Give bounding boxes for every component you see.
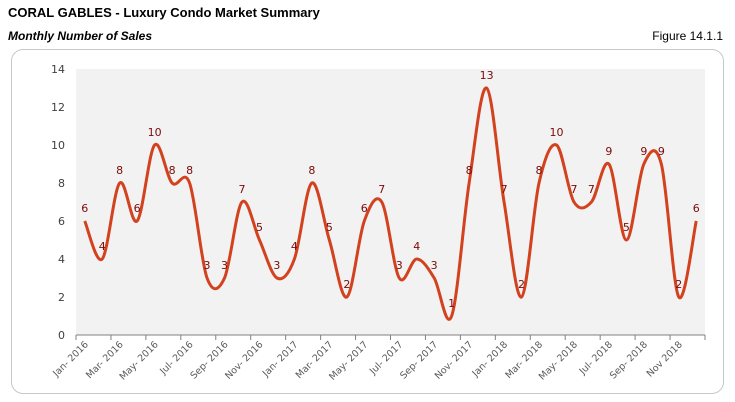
figure-number: Figure 14.1.1 [652, 29, 723, 43]
data-label: 3 [204, 259, 211, 272]
y-tick-label: 6 [58, 215, 65, 228]
data-label: 3 [273, 259, 280, 272]
data-label: 8 [536, 164, 543, 177]
data-label: 6 [361, 202, 368, 215]
data-label: 4 [413, 240, 420, 253]
x-tick-label: Nov- 2017 [433, 339, 475, 381]
report-title: CORAL GABLES - Luxury Condo Market Summa… [8, 5, 320, 20]
y-tick-label: 0 [58, 329, 65, 342]
chart-subtitle: Monthly Number of Sales [8, 29, 153, 43]
data-label: 13 [480, 69, 494, 82]
data-label: 8 [466, 164, 473, 177]
data-label: 10 [148, 126, 162, 139]
data-label: 5 [623, 221, 630, 234]
data-label: 8 [308, 164, 315, 177]
data-label: 4 [291, 240, 298, 253]
data-label: 6 [693, 202, 700, 215]
data-label: 10 [549, 126, 563, 139]
data-label: 2 [518, 278, 525, 291]
data-label: 3 [221, 259, 228, 272]
data-label: 7 [588, 183, 595, 196]
data-label: 2 [343, 278, 350, 291]
data-label: 3 [431, 259, 438, 272]
x-tick-label: Nov- 2016 [223, 339, 265, 381]
y-tick-label: 10 [51, 139, 65, 152]
data-label: 7 [501, 183, 508, 196]
chart-frame [11, 49, 724, 394]
data-label: 8 [116, 164, 123, 177]
y-tick-label: 8 [58, 177, 65, 190]
data-label: 8 [186, 164, 193, 177]
data-label: 1 [448, 297, 455, 310]
data-label: 7 [238, 183, 245, 196]
data-label: 9 [640, 145, 647, 158]
data-label: 8 [169, 164, 176, 177]
x-tick-label: Sep- 2018 [608, 339, 650, 381]
y-tick-label: 12 [51, 101, 65, 114]
y-tick-label: 14 [51, 63, 65, 76]
series-line [83, 86, 698, 321]
data-label: 7 [570, 183, 577, 196]
y-tick-label: 4 [58, 253, 65, 266]
x-tick-label: Nov 2018 [645, 339, 685, 379]
data-label: 3 [396, 259, 403, 272]
data-label: 9 [658, 145, 665, 158]
data-label: 6 [81, 202, 88, 215]
data-label: 4 [99, 240, 106, 253]
data-label: 5 [256, 221, 263, 234]
data-label: 9 [605, 145, 612, 158]
data-label: 5 [326, 221, 333, 234]
data-label: 6 [134, 202, 141, 215]
data-label: 7 [378, 183, 385, 196]
plot-area [76, 69, 705, 335]
data-label: 2 [675, 278, 682, 291]
y-tick-label: 2 [58, 291, 65, 304]
